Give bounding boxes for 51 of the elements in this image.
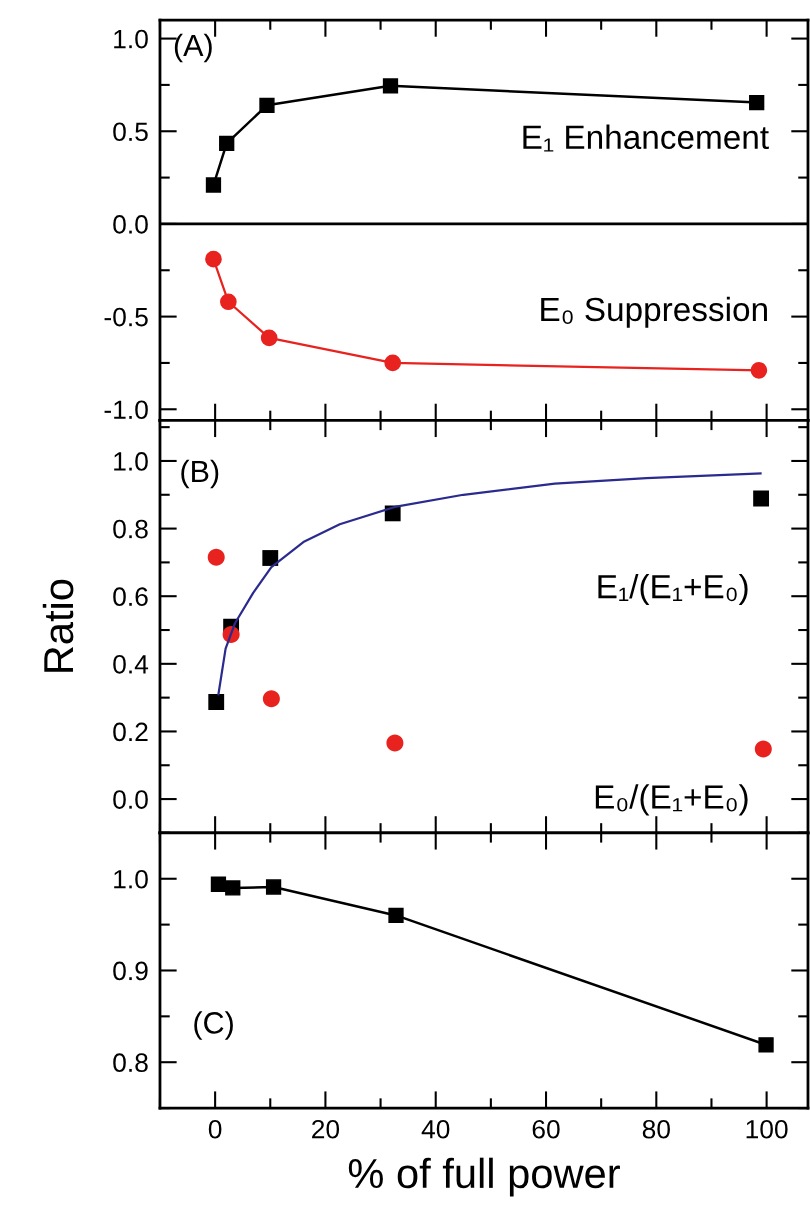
y-tick-label: -0.5 <box>104 307 148 327</box>
y-tick-label: 0.0 <box>113 790 148 809</box>
y-tick-label: 0.2 <box>113 722 148 742</box>
point <box>210 876 227 892</box>
annotation: E₀/(E₁+E₀) <box>595 784 748 816</box>
point <box>749 94 765 111</box>
point <box>262 690 280 708</box>
point <box>225 880 241 896</box>
point <box>753 490 770 507</box>
y-tick-label: 0.5 <box>113 122 148 142</box>
point <box>384 354 402 372</box>
y-tick-label: 0.0 <box>113 215 148 234</box>
point <box>758 1037 774 1053</box>
point <box>388 907 404 924</box>
x-tick-label: 40 <box>421 1119 450 1139</box>
point <box>260 329 278 347</box>
point <box>754 740 772 758</box>
point <box>207 548 225 566</box>
point <box>262 550 279 566</box>
annotation: E₀ Suppression <box>541 296 767 328</box>
y-tick-label: 0.9 <box>113 961 148 981</box>
x-tick-label: 100 <box>746 1119 788 1139</box>
point <box>219 135 235 151</box>
annotation: (A) <box>174 33 212 63</box>
x-tick-label: 0 <box>208 1119 222 1139</box>
point <box>750 362 768 379</box>
y-tick-label: 1.0 <box>114 29 148 49</box>
point <box>205 177 222 193</box>
point <box>265 879 282 895</box>
y-axis-title: Ratio <box>42 579 74 672</box>
x-axis-title: % of full power <box>348 1157 620 1197</box>
annotation: E₁ Enhancement <box>523 124 769 152</box>
annotation: (C) <box>194 1011 233 1040</box>
y-tick-label: 0.8 <box>113 1053 148 1073</box>
y-tick-label: 0.4 <box>113 654 149 674</box>
point <box>382 78 399 94</box>
x-tick-label: 20 <box>312 1119 340 1139</box>
y-tick-label: 0.8 <box>113 519 148 539</box>
x-tick-label: 80 <box>642 1119 670 1139</box>
point <box>220 293 237 311</box>
annotation: E₁/(E₁+E₀) <box>598 573 748 606</box>
point <box>208 694 225 710</box>
point <box>386 734 404 752</box>
y-tick-label: -1.0 <box>104 400 148 420</box>
y-tick-label: 0.6 <box>113 587 148 607</box>
y-tick-label: 1.0 <box>114 869 148 889</box>
annotation: (B) <box>181 459 219 489</box>
y-tick-label: 1.0 <box>114 452 148 471</box>
x-tick-label: 60 <box>532 1119 560 1139</box>
point <box>205 250 222 268</box>
point <box>259 97 275 113</box>
